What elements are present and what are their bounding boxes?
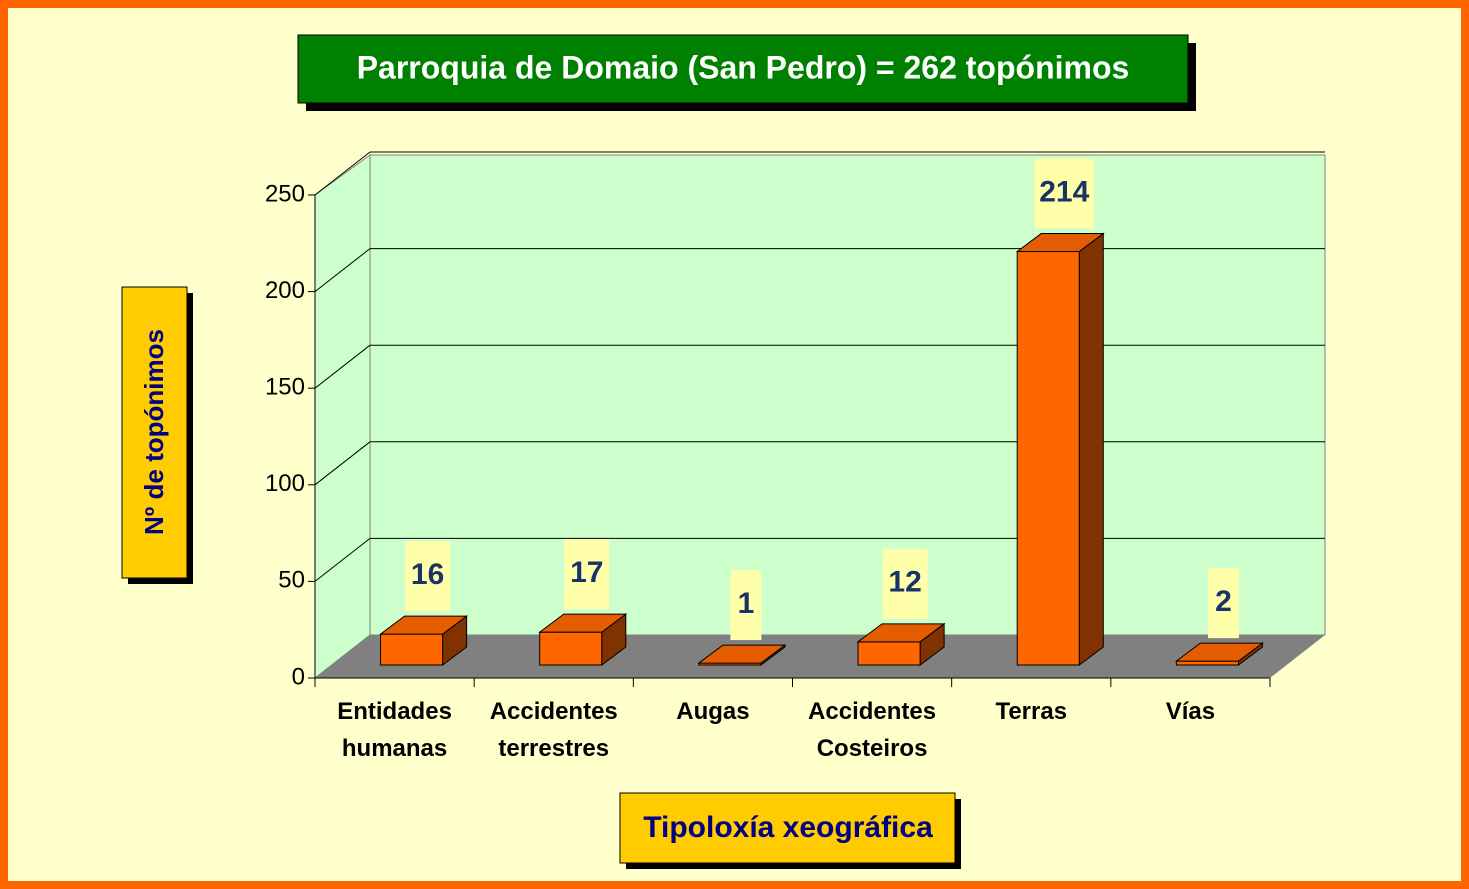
- back-wall: [369, 154, 1326, 636]
- x-tick-label: Accidentes Costeiros: [808, 698, 936, 762]
- bar: [1175, 660, 1239, 666]
- bar: [1016, 251, 1080, 666]
- bar-top: [379, 615, 469, 635]
- title-box: [297, 34, 1189, 104]
- data-label-bg: [730, 570, 762, 641]
- x-tick-label-line: Accidentes: [490, 698, 618, 725]
- x-title-box: [619, 792, 956, 864]
- bar-top: [697, 644, 787, 664]
- bar-top: [1174, 642, 1264, 662]
- x-tick-label-line: Terras: [995, 698, 1067, 725]
- grid-line: [314, 538, 371, 582]
- data-label: 12: [888, 566, 921, 599]
- x-tick-label-line: terrestres: [498, 735, 609, 762]
- data-label: 1: [738, 587, 755, 620]
- data-label: 2: [1215, 585, 1232, 618]
- chart-title: Parroquia de Domaio (San Pedro) = 262 to…: [357, 49, 1130, 85]
- y-tick-label: 0: [292, 663, 305, 690]
- grid-line: [314, 344, 371, 389]
- x-tick-label-line: Accidentes: [808, 698, 936, 725]
- x-axis-title: Tipoloxía xeográfica: [643, 811, 933, 844]
- y-tick-label: 200: [265, 277, 305, 304]
- y-title-box: [121, 286, 188, 579]
- y-tick-label: 250: [265, 180, 305, 207]
- grid-line: [314, 151, 371, 196]
- side-wall: [314, 154, 371, 680]
- grid-line: [314, 441, 371, 486]
- grid-line: [314, 248, 371, 292]
- y-tick-label: 50: [278, 567, 305, 594]
- bar-top: [856, 623, 946, 643]
- bar: [380, 633, 444, 666]
- x-tick-label: Terras: [995, 698, 1067, 725]
- bar: [857, 641, 921, 666]
- x-tick-label: Vías: [1166, 698, 1215, 725]
- bar: [539, 631, 603, 666]
- data-label-bg: [405, 541, 451, 612]
- y-axis-title: Nº de topónimos: [139, 329, 169, 535]
- bar-top: [538, 613, 628, 633]
- data-label-bg: [1207, 568, 1239, 639]
- data-label-bg: [564, 539, 610, 610]
- y-tick-label: 100: [265, 470, 305, 497]
- bar-side: [1078, 232, 1104, 666]
- x-tick-label-line: Augas: [676, 698, 749, 725]
- x-tick-label-line: Vías: [1166, 698, 1215, 725]
- y-tick-label: 150: [265, 374, 305, 401]
- data-label-bg: [1034, 158, 1094, 229]
- data-label: 17: [570, 556, 603, 589]
- data-label-bg: [882, 548, 928, 619]
- bar-top: [1015, 233, 1105, 253]
- x-tick-label: Entidades humanas: [337, 698, 452, 762]
- x-tick-label-line: humanas: [342, 735, 447, 762]
- x-tick-label: Accidentes terrestres: [490, 698, 618, 762]
- x-tick-label: Augas: [676, 698, 749, 725]
- data-label: 214: [1039, 175, 1089, 208]
- data-label: 16: [411, 558, 444, 591]
- x-tick-label-line: Entidades: [337, 698, 452, 725]
- x-tick-label-line: Costeiros: [817, 735, 928, 762]
